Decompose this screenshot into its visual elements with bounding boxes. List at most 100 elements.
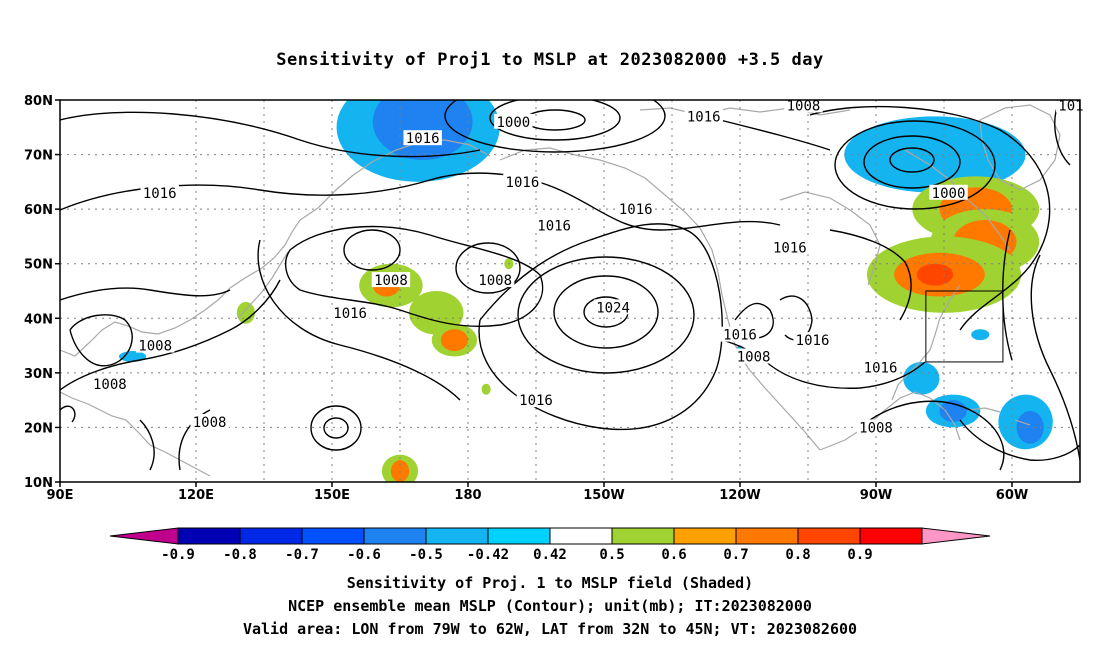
colorbar-low-arrow (109, 527, 179, 545)
colorbar-swatch (859, 527, 923, 545)
lat-tick-label: 80N (24, 94, 53, 109)
contour-label: 101 (1058, 98, 1083, 114)
contour-label-bg (516, 392, 556, 408)
contour-label-bg (136, 337, 175, 353)
contour-label: 1016 (333, 306, 367, 322)
contour-label-bg (793, 332, 832, 348)
lon-tick-label: 120E (178, 488, 214, 503)
sensitivity-patch (916, 263, 954, 286)
valid-area-box (925, 290, 1004, 363)
contour-label: 1008 (859, 420, 893, 436)
contour-label: 1016 (506, 175, 540, 191)
colorbar-label: 0.42 (533, 547, 567, 563)
colorbar-label: -0.42 (467, 547, 509, 563)
contour-labels: 1016 1024 1000 1016 1016 1016 1016 1016 1016 1008… (90, 97, 1086, 436)
contour-label: 1000 (932, 186, 966, 202)
footer-line-1: Sensitivity of Proj. 1 to MSLP field (Sh… (346, 574, 754, 592)
colorbar-label: -0.6 (347, 547, 381, 563)
contour-label-bg (494, 113, 533, 129)
lon-tick-label: 60W (996, 488, 1028, 503)
contour-label-bg (861, 359, 900, 375)
contour-label-bg (616, 201, 655, 217)
contour-label: 1016 (864, 360, 898, 376)
contour-label: 1008 (478, 273, 512, 289)
contour-label-bg (503, 173, 542, 189)
lon-tick-label: 90W (860, 488, 892, 503)
contour-label-bg (856, 419, 896, 435)
contour-label-bg (90, 375, 130, 391)
lon-tick-label: 150E (314, 488, 350, 503)
contour-label: 1008 (193, 415, 227, 431)
sensitivity-patch (440, 329, 468, 352)
sensitivity-patch (481, 383, 491, 395)
contour-label: 1016 (519, 393, 553, 409)
lon-tick-label: 150W (583, 488, 624, 503)
grid-lines (60, 100, 1080, 482)
lat-tick-label: 70N (24, 149, 53, 164)
colorbar: -0.9 -0.8 -0.7 -0.6 -0.5 -0.42 0.42 0.5 0.6 0.7 0.… (109, 527, 991, 563)
colorbar-swatch (797, 527, 861, 545)
contour-label-bg (734, 348, 773, 364)
lat-tick-label: 40N (24, 312, 53, 327)
contour-label-bg (784, 97, 823, 113)
lat-tick-label: 10N (24, 476, 53, 491)
sensitivity-patch (1016, 411, 1044, 444)
contour-label-bg (476, 272, 515, 288)
contour-label: 1016 (773, 240, 807, 256)
contour-label-bg (371, 272, 411, 288)
lat-tick-label: 50N (24, 258, 53, 273)
contour-label: 1016 (143, 186, 177, 202)
colorbar-swatch (487, 527, 551, 545)
colorbar-label: 0.9 (847, 547, 872, 563)
colorbar-label: 0.6 (661, 547, 686, 563)
contour-label-bg (330, 304, 370, 320)
colorbar-label: 0.8 (785, 547, 810, 563)
sensitivity-patch (118, 351, 147, 362)
contour-label: 1008 (93, 377, 127, 393)
colorbar-swatch (239, 527, 303, 545)
contour-label: 1024 (596, 300, 630, 316)
colorbar-swatch (735, 527, 799, 545)
contour-label: 1008 (737, 349, 771, 365)
colorbar-label: -0.8 (223, 547, 257, 563)
contour-label: 1008 (374, 273, 408, 289)
lat-tick-label: 30N (24, 367, 53, 382)
sensitivity-patch (903, 361, 940, 395)
colorbar-label: -0.7 (285, 547, 319, 563)
colorbar-swatch (549, 527, 613, 545)
colorbar-swatch (177, 527, 241, 545)
map-frame (59, 99, 1081, 483)
colorbar-swatch (425, 527, 489, 545)
contour-label: 1016 (619, 202, 653, 218)
contour-label: 1008 (787, 98, 821, 114)
chart-title: Sensitivity of Proj1 to MSLP at 20230820… (276, 50, 824, 70)
contour-label-bg (1056, 97, 1086, 113)
contour-label-bg (720, 326, 760, 342)
colorbar-label: -0.9 (161, 547, 195, 563)
contour-label-bg (140, 184, 179, 200)
contour-label-bg (403, 130, 442, 146)
colorbar-swatch (363, 527, 427, 545)
contour-label-bg (770, 239, 810, 255)
contour-label-bg (593, 299, 633, 315)
colorbar-swatch (611, 527, 675, 545)
sensitivity-patch (844, 116, 1026, 193)
contour-label-bg (534, 217, 574, 233)
colorbar-label: 0.7 (723, 547, 748, 563)
lon-tick-label: 180 (454, 488, 481, 503)
contour-label: 1008 (138, 339, 172, 355)
lon-tick-label: 120W (719, 488, 760, 503)
contour-label: 1016 (537, 219, 571, 235)
contour-label: 1016 (796, 333, 830, 349)
footer-line-3: Valid area: LON from 79W to 62W, LAT fro… (242, 620, 858, 638)
colorbar-swatch (673, 527, 737, 545)
contour-label-bg (929, 184, 968, 200)
lat-tick-label: 20N (24, 421, 53, 436)
sensitivity-patch (971, 329, 990, 341)
colorbar-label: -0.5 (409, 547, 443, 563)
contour-label: 1016 (406, 131, 440, 147)
colorbar-label: 0.5 (599, 547, 624, 563)
contour-label: 1016 (687, 109, 721, 125)
